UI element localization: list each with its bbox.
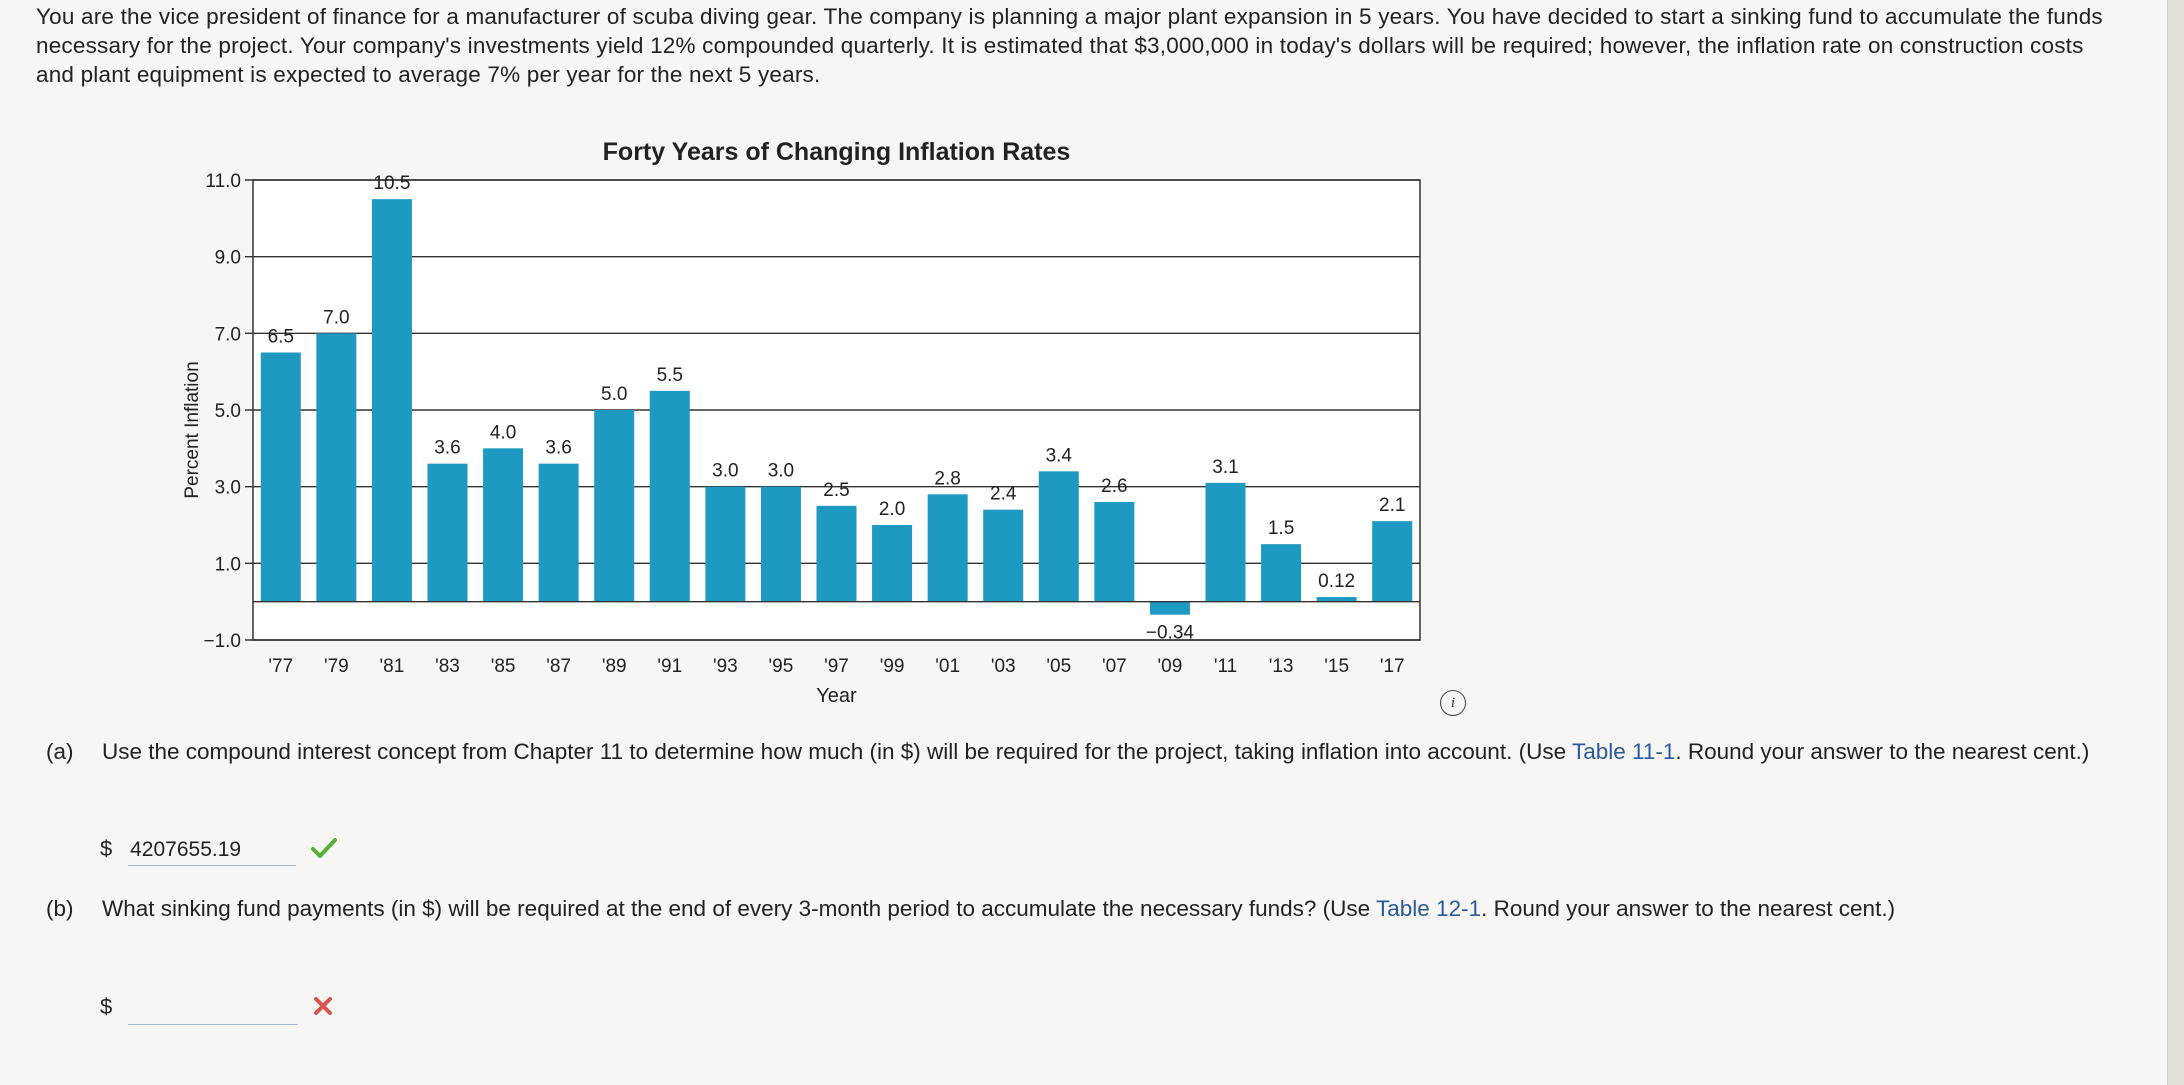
bar <box>760 486 801 602</box>
data-label: 2.5 <box>823 480 849 501</box>
bar <box>1261 544 1302 602</box>
data-label: 2.8 <box>934 468 960 489</box>
x-tick-label: '83 <box>435 656 460 677</box>
answer-row-a: $ 4207655.19 <box>100 835 338 866</box>
info-icon[interactable]: i <box>1440 690 1466 716</box>
question-a-text-after: . Round your answer to the nearest cent.… <box>1675 739 2090 764</box>
x-axis-label: Year <box>816 685 857 707</box>
data-label: 3.6 <box>545 438 571 459</box>
bar <box>316 333 357 602</box>
y-tick-label: 7.0 <box>215 324 241 345</box>
inflation-bar-chart: Forty Years of Changing Inflation Rates 1… <box>182 138 1421 707</box>
y-tick-label: 5.0 <box>215 401 241 422</box>
data-label: 4.0 <box>490 422 516 443</box>
bar <box>1094 502 1135 602</box>
data-label: 5.0 <box>601 384 627 405</box>
question-b-text-after: . Round your answer to the nearest cent.… <box>1481 896 1896 921</box>
data-label: 2.4 <box>990 484 1017 505</box>
x-tick-label: '01 <box>935 656 960 677</box>
answer-row-b: $ <box>100 992 334 1025</box>
y-tick-label: 3.0 <box>215 478 241 499</box>
x-tick-label: '09 <box>1158 656 1183 677</box>
question-b-text-before: What sinking fund payments (in $) will b… <box>102 896 1377 921</box>
y-tick-label: 1.0 <box>215 554 241 575</box>
window-edge <box>2167 0 2184 1085</box>
question-a-letter: (a) <box>46 739 74 764</box>
cross-icon <box>312 995 334 1023</box>
data-label: 0.12 <box>1318 571 1355 592</box>
x-tick-label: '17 <box>1380 656 1405 677</box>
x-tick-label: '85 <box>491 656 516 677</box>
bar <box>260 352 301 602</box>
currency-symbol-a: $ <box>100 836 113 862</box>
x-tick-label: '79 <box>324 656 349 677</box>
question-b-text: What sinking fund payments (in $) will b… <box>102 893 2102 924</box>
data-label: 3.6 <box>434 438 460 459</box>
data-label: 3.0 <box>768 461 794 482</box>
data-label: 2.6 <box>1101 476 1127 497</box>
answer-a-field[interactable]: 4207655.19 <box>128 835 297 866</box>
x-tick-label: '97 <box>824 656 849 677</box>
bar <box>538 463 579 602</box>
x-tick-label: '05 <box>1046 656 1071 677</box>
bar <box>594 410 635 602</box>
x-tick-label: '95 <box>769 656 794 677</box>
question-b-letter: (b) <box>46 896 74 921</box>
x-tick-label: '07 <box>1102 656 1127 677</box>
bar <box>983 509 1024 602</box>
bar <box>1372 521 1413 602</box>
inflation-chart: Forty Years of Changing Inflation Rates 1… <box>150 130 1470 710</box>
x-tick-label: '81 <box>380 656 405 677</box>
x-tick-label: '91 <box>657 656 682 677</box>
x-tick-label: '15 <box>1324 656 1349 677</box>
x-tick-label: '11 <box>1214 656 1237 677</box>
problem-statement: You are the vice president of finance fo… <box>36 4 2103 87</box>
bar <box>427 463 468 602</box>
bar <box>872 525 913 602</box>
question-a-text-before: Use the compound interest concept from C… <box>102 739 1572 764</box>
data-label: 1.5 <box>1268 518 1294 539</box>
data-label: −0.34 <box>1146 623 1195 644</box>
bar <box>483 448 524 602</box>
x-tick-label: '93 <box>713 656 738 677</box>
bar <box>1316 597 1357 602</box>
bar <box>1205 482 1246 602</box>
y-tick-label: −1.0 <box>203 631 241 652</box>
data-label: 3.1 <box>1212 457 1238 478</box>
bar <box>371 199 412 602</box>
answer-b-input[interactable] <box>128 992 299 1025</box>
question-a-text: Use the compound interest concept from C… <box>102 736 2102 767</box>
x-tick-label: '77 <box>268 656 293 677</box>
y-axis-label: Percent Inflation <box>182 361 203 498</box>
y-tick-label: 11.0 <box>205 171 241 192</box>
table-11-1-link[interactable]: Table 11-1 <box>1571 739 1676 764</box>
x-tick-label: '99 <box>880 656 905 677</box>
bar <box>1038 471 1079 602</box>
bar <box>649 390 690 602</box>
table-12-1-link[interactable]: Table 12-1 <box>1376 896 1482 921</box>
x-tick-label: '13 <box>1269 656 1294 677</box>
y-tick-label: 9.0 <box>215 248 241 269</box>
bar <box>1149 601 1190 615</box>
bar <box>927 494 968 602</box>
data-label: 2.1 <box>1379 495 1405 516</box>
bar <box>816 505 857 602</box>
data-label: 10.5 <box>373 173 410 194</box>
bar <box>705 486 746 602</box>
checkmark-icon <box>310 837 338 865</box>
data-label: 2.0 <box>879 499 905 520</box>
data-label: 3.4 <box>1046 445 1073 466</box>
x-tick-label: '89 <box>602 656 627 677</box>
data-label: 7.0 <box>323 307 349 328</box>
currency-symbol-b: $ <box>100 994 113 1020</box>
chart-title: Forty Years of Changing Inflation Rates <box>603 138 1071 166</box>
data-label: 6.5 <box>268 327 294 348</box>
data-label: 3.0 <box>712 461 738 482</box>
data-label: 5.5 <box>657 365 683 386</box>
x-tick-label: '87 <box>546 656 571 677</box>
x-tick-label: '03 <box>991 656 1016 677</box>
